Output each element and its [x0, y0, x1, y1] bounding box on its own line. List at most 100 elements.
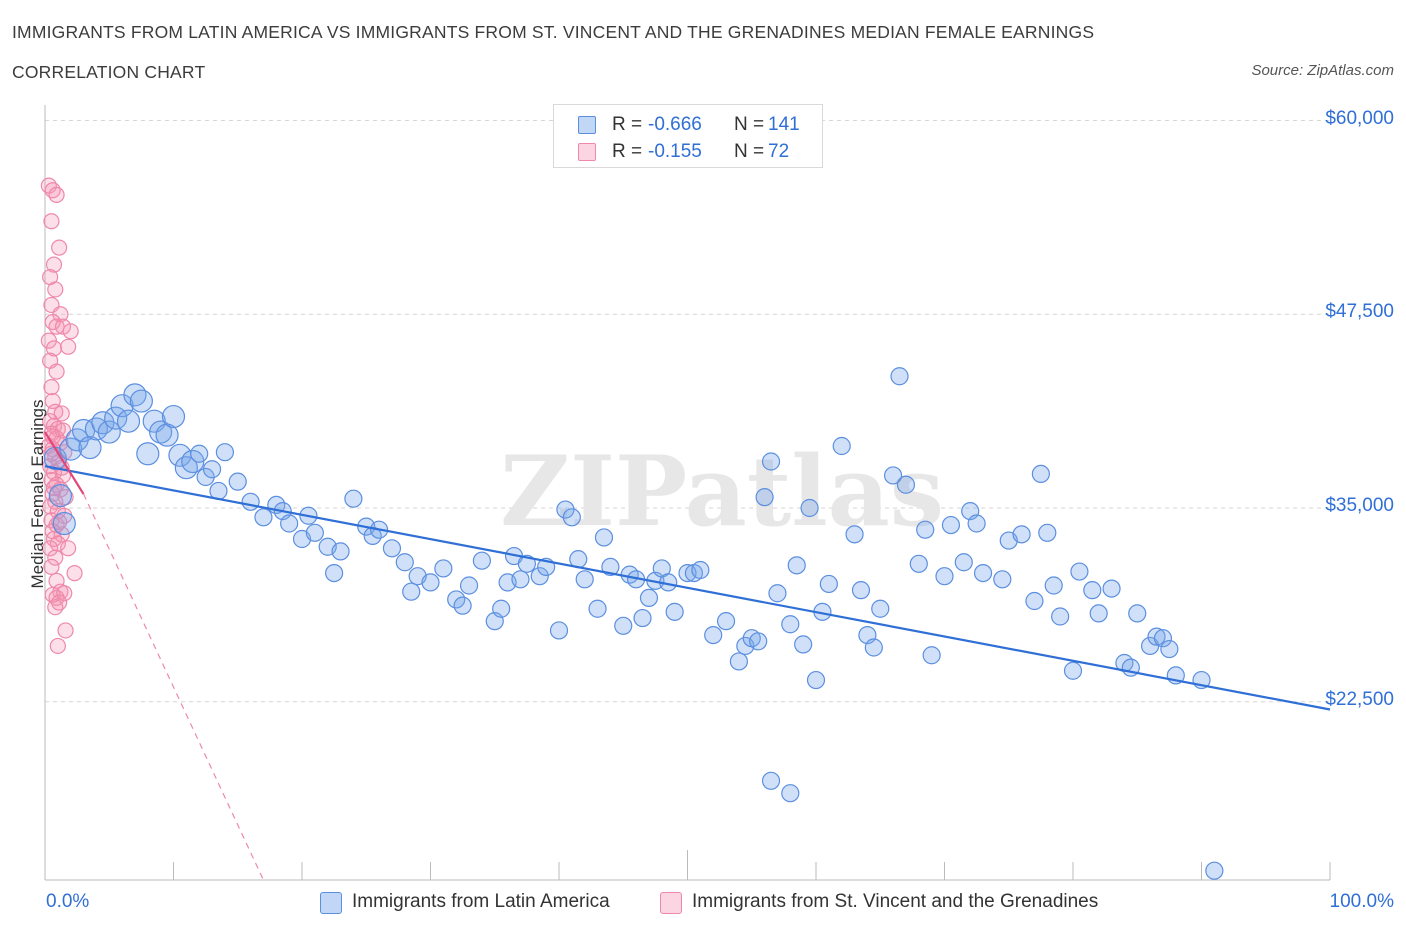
blue-point [729, 652, 749, 671]
blue-point [1205, 861, 1224, 880]
blue-point [832, 436, 851, 456]
pink-trendline [44, 431, 85, 495]
blue-point [749, 632, 768, 651]
blue-point [781, 615, 800, 634]
blue-point [896, 475, 916, 494]
n-value: 72 [768, 141, 790, 162]
pink-swatch [660, 892, 682, 914]
pink-point [49, 637, 66, 655]
pink-point [47, 403, 64, 420]
blue-point [1160, 639, 1179, 659]
blue-point [116, 409, 141, 433]
legend-label: Immigrants from St. Vincent and the Gren… [692, 891, 1099, 912]
blue-point [331, 542, 350, 561]
y-tick-label: $47,500 [1325, 301, 1394, 323]
blue-point [755, 488, 774, 507]
blue-point [155, 423, 179, 447]
blue-point [1063, 661, 1083, 680]
blue-point [883, 466, 903, 485]
blue-point [382, 539, 402, 558]
blue-point [633, 608, 652, 628]
blue-point [909, 554, 928, 573]
blue-point [149, 420, 173, 444]
stats-legend: R = -0.666 N = 141 R = -0.155 N = 72 [553, 104, 823, 168]
blue-point [761, 771, 781, 790]
blue-point [344, 489, 363, 508]
chart-subtitle: CORRELATION CHART [12, 62, 206, 82]
pink-point [57, 489, 74, 506]
blue-trendline [44, 465, 1331, 711]
blue-point [614, 616, 633, 635]
blue-point [916, 520, 935, 539]
blue-point [588, 599, 607, 618]
blue-point [228, 472, 247, 491]
blue-point [800, 498, 819, 518]
pink-point [42, 540, 59, 557]
blue-point [819, 574, 838, 594]
blue-point [1051, 607, 1070, 626]
pink-point [43, 213, 60, 230]
pink-point [47, 281, 64, 298]
legend-label: Immigrants from Latin America [352, 891, 610, 912]
pink-point [48, 186, 65, 203]
watermark: ZIPatlas [500, 435, 944, 548]
blue-point [305, 523, 324, 542]
pink-point [54, 318, 72, 335]
pink-point [62, 323, 79, 340]
blue-point [794, 635, 813, 654]
blue-point [453, 596, 472, 615]
blue-point [922, 646, 941, 665]
pink-swatch [578, 143, 596, 161]
blue-point [215, 443, 234, 462]
pink-point [45, 256, 63, 273]
blue-point [202, 460, 222, 479]
pink-point [48, 318, 65, 335]
blue-point [1038, 523, 1057, 542]
blue-point [1102, 579, 1121, 598]
blue-point [402, 582, 421, 601]
blue-point [993, 570, 1012, 589]
blue-point [1089, 604, 1108, 623]
blue-point [639, 588, 659, 608]
pink-point [47, 599, 64, 616]
blue-point [190, 444, 209, 463]
blue-point [1031, 464, 1050, 483]
pink-point [43, 379, 60, 396]
blue-point [665, 602, 684, 621]
blue-point [941, 515, 961, 535]
blue-point [434, 559, 453, 578]
y-tick-label: $22,500 [1325, 688, 1394, 710]
r-value: -0.666 [648, 114, 702, 135]
pink-point [40, 332, 57, 349]
pink-point [66, 564, 83, 582]
blue-point [492, 599, 511, 618]
blue-point [241, 492, 260, 511]
blue-point [136, 442, 160, 466]
blue-point [594, 528, 614, 547]
n-label: N = [734, 141, 765, 162]
blue-point [845, 525, 864, 544]
blue-point [97, 420, 121, 444]
blue-point [123, 383, 147, 407]
blue-point [768, 584, 787, 603]
blue-point [954, 553, 973, 572]
blue-point [280, 514, 299, 533]
blue-point [871, 599, 890, 618]
blue-point [517, 554, 536, 573]
pink-point [43, 558, 60, 576]
n-label: N = [734, 114, 765, 135]
blue-point [1070, 562, 1089, 581]
blue-point [395, 553, 414, 572]
blue-point [1128, 604, 1147, 623]
n-value: 141 [768, 114, 800, 135]
blue-point [254, 508, 273, 527]
pink-point [60, 338, 77, 355]
blue-point [511, 570, 530, 589]
r-label: R = [612, 141, 643, 162]
chart-title: IMMIGRANTS FROM LATIN AMERICA VS IMMIGRA… [12, 22, 1095, 42]
blue-point [967, 514, 986, 533]
blue-point [421, 573, 440, 592]
blue-point [52, 511, 76, 536]
blue-point [78, 435, 102, 460]
blue-point [691, 560, 710, 580]
